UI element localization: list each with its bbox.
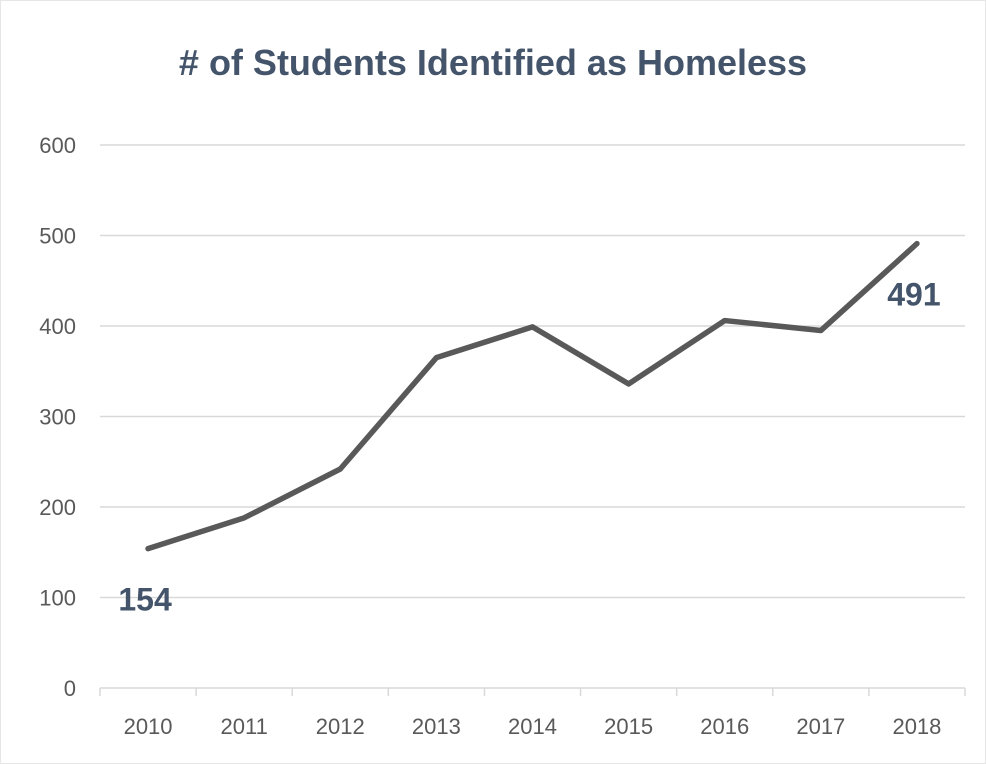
x-tick-label: 2017	[796, 714, 845, 739]
data-point	[433, 355, 439, 361]
data-point	[818, 328, 824, 334]
x-tick-label: 2012	[316, 714, 365, 739]
x-tick-label: 2016	[700, 714, 749, 739]
x-tick-label: 2010	[124, 714, 173, 739]
y-axis: 0 100 200 300 400 500 600	[39, 133, 76, 701]
x-tick-label: 2013	[412, 714, 461, 739]
data-point	[241, 515, 247, 521]
data-label: 154	[118, 582, 172, 618]
x-axis: 2010 2011 2012 2013 2014 2015 2016 2017 2018	[99, 687, 966, 739]
data-point	[626, 381, 632, 387]
y-tick-label: 300	[39, 405, 76, 430]
x-tick-label: 2014	[508, 714, 557, 739]
series-line	[145, 240, 920, 552]
y-tick-label: 500	[39, 224, 76, 249]
data-point	[145, 546, 151, 552]
data-point	[914, 241, 920, 247]
y-tick-label: 600	[39, 133, 76, 158]
x-tick-label: 2018	[892, 714, 941, 739]
data-label: 491	[887, 277, 940, 313]
data-labels: 154 491	[118, 277, 940, 618]
y-tick-label: 200	[39, 495, 76, 520]
data-point	[722, 318, 728, 324]
gridlines	[100, 144, 965, 599]
series-layer	[145, 240, 920, 552]
y-tick-label: 100	[39, 586, 76, 611]
y-tick-label: 400	[39, 314, 76, 339]
y-tick-label: 0	[64, 676, 76, 701]
chart-title: # of Students Identified as Homeless	[178, 42, 808, 83]
data-point	[337, 466, 343, 472]
data-point	[530, 324, 535, 330]
x-tick-label: 2011	[221, 714, 268, 739]
x-tick-label: 2015	[604, 714, 653, 739]
